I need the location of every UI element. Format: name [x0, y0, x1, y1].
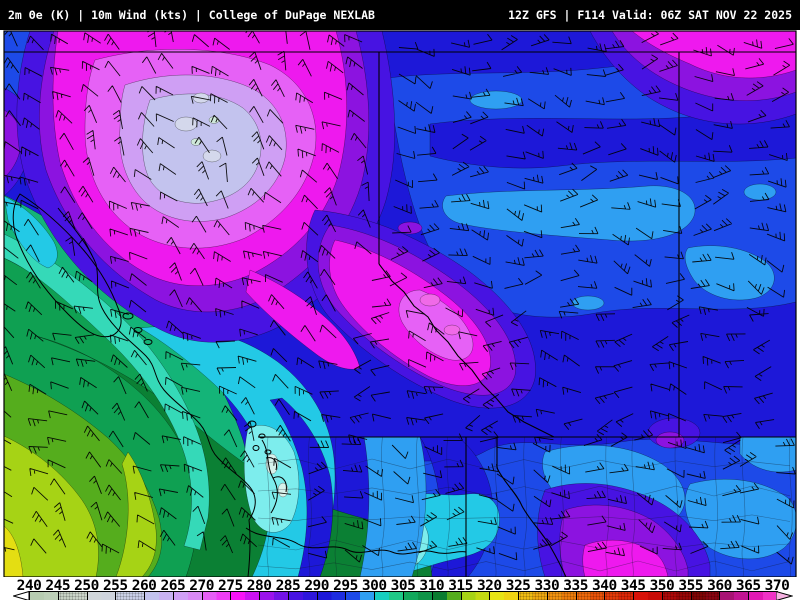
colorbar-left-arrow [13, 591, 30, 600]
colorbar-tick-label: 265 [160, 578, 186, 594]
colorbar-tick-label: 325 [505, 578, 531, 594]
colorbar: 240 245 250 255 260 265 270 275 280 285 290 295 300 3… [0, 577, 800, 600]
colorbar-tick-label: 345 [620, 578, 646, 594]
colorbar-tick-label: 245 [45, 578, 71, 594]
model-valid-time: 12Z GFS | F114 Valid: 06Z SAT NOV 22 202… [508, 8, 792, 22]
columbia-river [245, 527, 467, 555]
colorbar-tick-label: 340 [592, 578, 617, 594]
colorbar-tick-label: 365 [735, 578, 761, 594]
map-region-periwinkle [142, 93, 262, 204]
vancouver-island [12, 193, 122, 338]
map-region-palegray [174, 116, 198, 132]
colorbar-tick-label: 315 [448, 578, 473, 594]
map-region-yellow [4, 525, 24, 577]
map-layers [4, 31, 796, 577]
map-region-pink [419, 293, 441, 307]
colorbar-tick-label: 335 [563, 578, 588, 594]
map-region-ygreen [4, 435, 99, 577]
map-region-palemint [208, 116, 220, 124]
colorbar-tick-label: 305 [390, 578, 416, 594]
colorbar-tick-label: 350 [649, 578, 675, 594]
map-region-sky [743, 183, 777, 201]
map-region-mint [4, 233, 210, 551]
colorbar-tick-label: 320 [476, 578, 502, 594]
map-region-sky [469, 90, 523, 110]
colorbar-tick-label: 275 [218, 578, 243, 594]
map-region-violet [655, 431, 685, 449]
colorbar-tick-label: 270 [189, 578, 214, 594]
colorbar-tick-label: 260 [131, 578, 157, 594]
map-region-orchid [398, 289, 474, 361]
map-region-dark [269, 397, 333, 577]
colorbar-tick-label: 370 [764, 578, 790, 594]
colorbar-tick-label: 240 [16, 578, 42, 594]
colorbar-tick-label: 360 [707, 578, 732, 594]
puget-sound [261, 439, 287, 514]
colorbar-tick-label: 290 [304, 578, 330, 594]
map-region-cyan [4, 195, 58, 269]
colorbar-tick-label: 355 [678, 578, 704, 594]
map-region-palegray [202, 149, 222, 163]
colorbar-right-arrow [776, 591, 794, 600]
map-region-pink [443, 324, 461, 336]
colorbar-tick-label: 300 [361, 578, 387, 594]
map-region-sky [684, 478, 796, 560]
colorbar-tick-label: 280 [246, 578, 272, 594]
colorbar-tick-label: 285 [275, 578, 301, 594]
colorbar-tick-label: 295 [333, 578, 358, 594]
map-region-sky [359, 436, 427, 577]
product-title: 2m Θe (K) | 10m Wind (kts) | College of … [8, 8, 375, 22]
map-region-ygreen [115, 451, 157, 577]
border-id-mt [496, 437, 567, 577]
colorbar-tick-label: 310 [419, 578, 445, 594]
colorbar-tick-label: 255 [102, 578, 128, 594]
map-region-sky [571, 295, 605, 311]
wind-barbs [4, 31, 796, 565]
coastline [12, 193, 287, 577]
colorbar-tick-label: 250 [74, 578, 99, 594]
colorbar-tick-label: 330 [534, 578, 560, 594]
map-region-sky [684, 245, 775, 301]
title-bar: 2m Θe (K) | 10m Wind (kts) | College of … [0, 0, 800, 30]
